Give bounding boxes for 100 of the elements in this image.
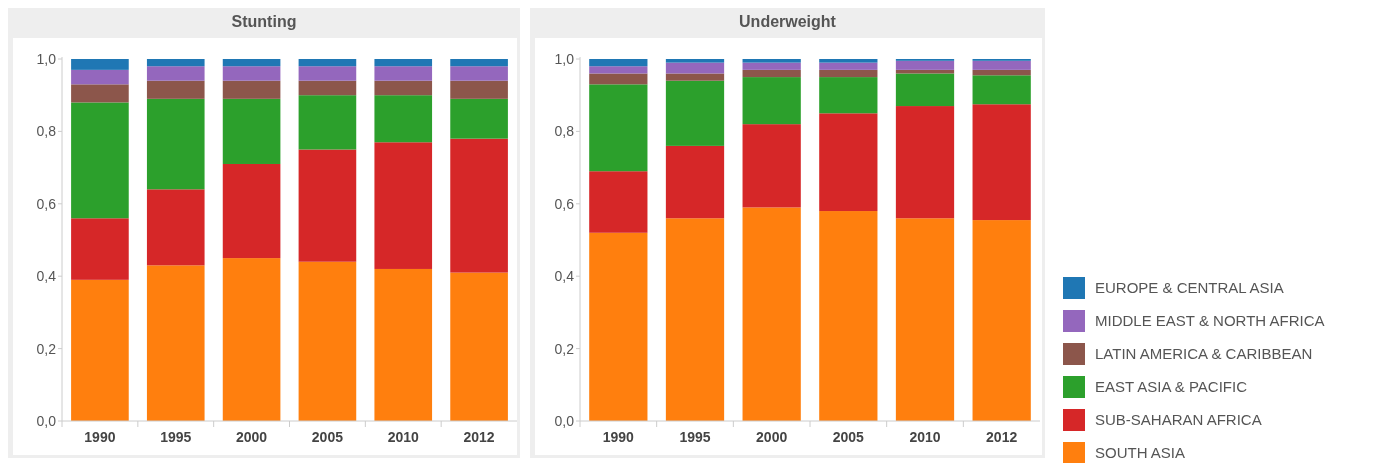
bar xyxy=(819,62,878,70)
bar xyxy=(374,268,433,421)
y-tick-label: 0,2 xyxy=(36,340,57,357)
x-tick-label: 2005 xyxy=(832,429,865,445)
legend-label: SOUTH ASIA xyxy=(1095,444,1186,462)
x-tick-label: 2012 xyxy=(463,429,495,445)
y-tick-label: 0,4 xyxy=(554,268,575,285)
bar xyxy=(742,207,801,421)
bar xyxy=(146,265,205,421)
y-tick-label: 0,2 xyxy=(554,340,575,357)
y-tick-label: 0,0 xyxy=(36,412,57,429)
x-tick-label: 1995 xyxy=(160,429,192,445)
y-tick-label: 0,0 xyxy=(554,412,575,429)
x-tick-label: 1990 xyxy=(84,429,116,445)
bar xyxy=(665,59,725,63)
bar xyxy=(450,272,508,421)
bar xyxy=(298,95,357,150)
bar xyxy=(589,59,648,67)
bar xyxy=(298,59,357,67)
legend-label: EAST ASIA & PACIFIC xyxy=(1095,378,1248,396)
x-tick-label: 2010 xyxy=(387,429,420,445)
bar xyxy=(222,59,281,67)
bar xyxy=(71,102,129,219)
bar xyxy=(819,113,878,212)
bar xyxy=(222,66,281,81)
x-tick-label: 2010 xyxy=(909,429,941,445)
bar xyxy=(972,75,1031,105)
bar xyxy=(298,80,357,96)
bar xyxy=(665,80,725,146)
bar xyxy=(742,77,801,125)
bar xyxy=(819,69,878,78)
legend-label: LATIN AMERICA & CARIBBEAN xyxy=(1095,345,1313,363)
bar xyxy=(450,80,508,99)
x-tick-label: 2012 xyxy=(986,429,1018,445)
x-tick-label: 1995 xyxy=(679,429,711,445)
bar xyxy=(222,258,281,421)
bar xyxy=(298,149,357,262)
bar xyxy=(895,60,955,70)
bar xyxy=(972,69,1031,76)
bar xyxy=(742,62,801,70)
x-tick-label: 2005 xyxy=(311,429,344,445)
bar xyxy=(146,80,205,99)
bar xyxy=(972,104,1031,221)
bar xyxy=(742,59,801,63)
bar xyxy=(374,142,433,269)
legend-label: SUB-SAHARAN AFRICA xyxy=(1095,411,1262,429)
bar xyxy=(895,218,955,421)
x-tick-label: 2000 xyxy=(236,429,268,445)
bar xyxy=(146,98,205,190)
bar xyxy=(71,218,129,280)
bar xyxy=(665,62,725,74)
legend-label: EUROPE & CENTRAL ASIA xyxy=(1095,279,1284,297)
bar xyxy=(972,60,1031,70)
bar xyxy=(819,77,878,114)
bar xyxy=(589,84,648,172)
bar xyxy=(589,66,648,74)
bar xyxy=(450,138,508,273)
bar xyxy=(895,106,955,219)
bar xyxy=(298,261,357,421)
y-tick-label: 0,8 xyxy=(36,123,57,140)
bar xyxy=(742,124,801,208)
bar xyxy=(972,220,1031,421)
bar xyxy=(742,69,801,78)
y-tick-label: 1,0 xyxy=(554,50,575,67)
bar xyxy=(298,66,357,81)
bar xyxy=(374,95,433,143)
bar xyxy=(222,163,281,259)
bar xyxy=(819,59,878,63)
bar xyxy=(146,66,205,81)
y-tick-label: 1,0 xyxy=(36,50,57,67)
bar xyxy=(665,145,725,219)
bar xyxy=(71,279,129,421)
bar xyxy=(895,73,955,107)
bar xyxy=(665,218,725,421)
bar xyxy=(589,73,648,85)
chart-title: Stunting xyxy=(231,13,297,30)
bar xyxy=(374,59,433,67)
bar xyxy=(450,59,508,67)
x-tick-label: 2000 xyxy=(756,429,788,445)
bar xyxy=(374,80,433,96)
bar xyxy=(222,80,281,99)
y-tick-label: 0,4 xyxy=(36,268,57,285)
bar xyxy=(374,66,433,81)
bar xyxy=(450,66,508,81)
bar xyxy=(819,211,878,421)
y-tick-label: 0,6 xyxy=(554,195,575,212)
y-tick-label: 0,8 xyxy=(554,123,575,140)
bar xyxy=(222,98,281,164)
x-tick-label: 1990 xyxy=(602,429,635,445)
bar xyxy=(71,59,129,70)
chart-title: Underweight xyxy=(739,13,837,30)
bar xyxy=(589,171,648,233)
bar xyxy=(71,84,129,103)
bar xyxy=(665,73,725,81)
y-tick-label: 0,6 xyxy=(36,195,57,212)
bar xyxy=(589,232,648,421)
bar xyxy=(146,59,205,67)
bar xyxy=(450,98,508,139)
legend-label: MIDDLE EAST & NORTH AFRICA xyxy=(1095,312,1325,330)
bar xyxy=(71,69,129,85)
